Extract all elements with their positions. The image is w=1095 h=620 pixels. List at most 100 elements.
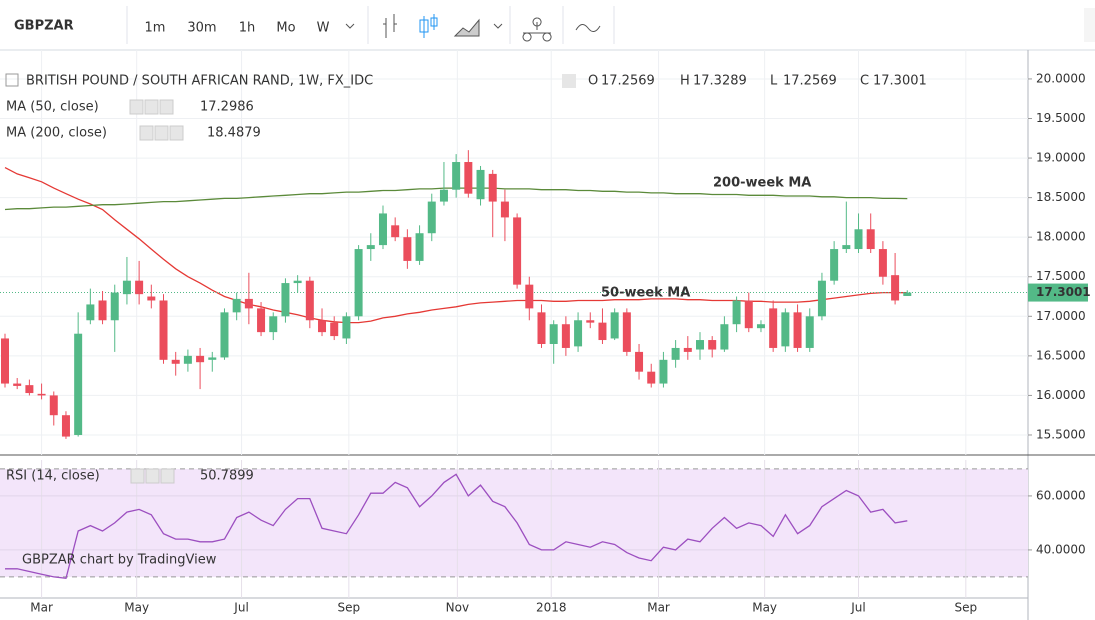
- candle: [635, 343, 644, 380]
- interval-button[interactable]: 1m: [145, 21, 166, 36]
- interval-button[interactable]: W: [317, 21, 330, 36]
- candle: [525, 276, 534, 321]
- candle-body: [403, 237, 412, 261]
- legend-label: MA (50, close): [6, 100, 99, 115]
- candle: [793, 304, 802, 352]
- candle-body: [659, 359, 668, 384]
- legend-button[interactable]: [144, 99, 159, 115]
- candle: [61, 411, 70, 439]
- candle: [378, 205, 387, 250]
- candle-body: [452, 162, 461, 190]
- candle: [86, 288, 95, 325]
- candle-body: [86, 304, 95, 321]
- y-tick-label: 19.0000: [1036, 151, 1086, 165]
- legend-button[interactable]: [130, 468, 145, 484]
- dropdown-icon[interactable]: [493, 23, 503, 29]
- candle: [756, 320, 765, 333]
- candle-body: [793, 312, 802, 348]
- y-tick-label: 19.5000: [1036, 111, 1086, 125]
- candle-body: [171, 359, 180, 364]
- legend-button[interactable]: [169, 125, 184, 141]
- plot-area: [0, 150, 1028, 580]
- candle-body: [61, 415, 70, 437]
- last-price-box: [1028, 283, 1088, 302]
- y-tick-label: 15.5000: [1036, 427, 1086, 441]
- candle-body: [805, 316, 814, 348]
- y-tick-label: 16.5000: [1036, 348, 1086, 362]
- candle: [439, 162, 448, 206]
- rsi-band: [0, 468, 1028, 577]
- candle: [244, 272, 253, 325]
- candle-style-icon[interactable]: [419, 14, 438, 38]
- chart-title: BRITISH POUND / SOUTH AFRICAN RAND, 1W, …: [26, 74, 373, 89]
- candle: [903, 290, 912, 296]
- candle: [269, 312, 278, 341]
- candle-body: [439, 189, 448, 202]
- x-tick-label: Jul: [850, 601, 865, 615]
- candle: [25, 379, 34, 396]
- legend-button[interactable]: [145, 468, 160, 484]
- legend-button[interactable]: [562, 74, 576, 88]
- candle-body: [500, 201, 509, 218]
- interval-button[interactable]: 1h: [239, 21, 256, 36]
- area-style-icon[interactable]: [453, 18, 480, 37]
- interval-button[interactable]: Mo: [276, 21, 295, 36]
- candle: [464, 150, 473, 198]
- candle: [183, 349, 192, 372]
- y-tick-label: 40.0000: [1036, 542, 1086, 556]
- interval-button[interactable]: 30m: [187, 21, 216, 36]
- candle-body: [817, 280, 826, 317]
- candle: [476, 165, 485, 206]
- candle-body: [647, 371, 656, 384]
- collapse-button[interactable]: [5, 73, 19, 87]
- candle: [805, 308, 814, 352]
- candle-body: [183, 355, 192, 364]
- candle-body: [354, 249, 363, 317]
- compare-icon[interactable]: [575, 24, 601, 32]
- candle-body: [220, 312, 229, 358]
- legend-button[interactable]: [160, 468, 175, 484]
- ma-line: [4, 167, 908, 324]
- x-tick-label: 2018: [536, 601, 567, 615]
- candle: [257, 302, 266, 337]
- grid: [0, 50, 1028, 598]
- candle-body: [756, 324, 765, 329]
- candle: [671, 340, 680, 368]
- candle: [708, 336, 717, 358]
- candle-body: [635, 351, 644, 372]
- dropdown-icon[interactable]: [345, 23, 355, 29]
- legend-button[interactable]: [139, 125, 154, 141]
- axes: Mar May Jul Sep Nov 2018 Mar May Jul Sep 15.5000 16…: [30, 71, 1090, 614]
- legend-button[interactable]: [159, 99, 174, 115]
- candle: [574, 312, 583, 352]
- symbol[interactable]: GBPZAR: [14, 19, 74, 34]
- indicators-icon[interactable]: [522, 17, 552, 42]
- candle-body: [13, 383, 22, 386]
- legend-button[interactable]: [129, 99, 144, 115]
- candle: [232, 292, 241, 321]
- candle: [427, 193, 436, 242]
- candle: [659, 351, 668, 388]
- candle-body: [476, 169, 485, 200]
- ohlc-label: L: [770, 74, 778, 89]
- candle: [598, 308, 607, 344]
- annotation: 50-week MA: [601, 286, 690, 301]
- candle: [110, 284, 119, 352]
- candle-body: [318, 320, 327, 333]
- candle: [159, 294, 168, 364]
- legend-label: MA (200, close): [6, 126, 107, 141]
- candle-body: [415, 233, 424, 261]
- candle-body: [0, 338, 9, 384]
- candle: [281, 278, 290, 323]
- candle: [354, 245, 363, 321]
- legend-button[interactable]: [154, 125, 169, 141]
- bar-style-icon[interactable]: [383, 14, 397, 38]
- candle: [171, 351, 180, 376]
- candle-body: [574, 320, 583, 347]
- candle-body: [244, 298, 253, 309]
- candle: [330, 316, 339, 341]
- candle-body: [257, 308, 266, 333]
- candle-body: [622, 312, 631, 352]
- candle-body: [769, 308, 778, 348]
